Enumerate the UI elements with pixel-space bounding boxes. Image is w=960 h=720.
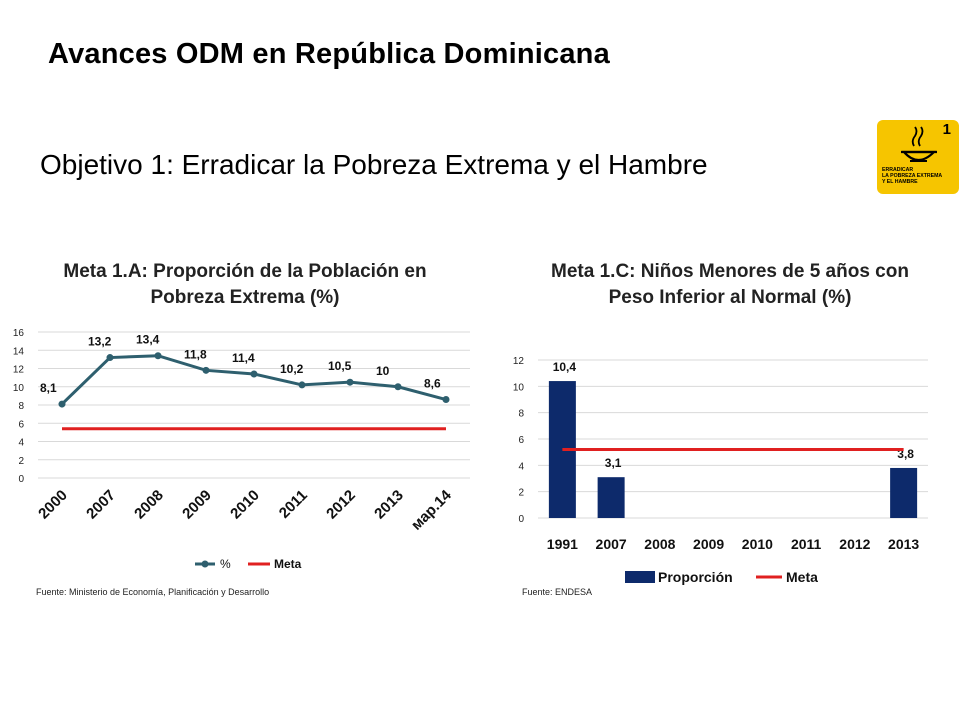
x-tick-label: 2008 <box>644 536 675 552</box>
x-tick-label: 2009 <box>179 487 215 523</box>
legend-marker-pct <box>201 560 209 568</box>
x-tick-label: 2009 <box>693 536 724 552</box>
y-tick-label: 8 <box>18 401 24 412</box>
y-tick-label: 2 <box>18 456 24 467</box>
legend-label-meta: Meta <box>786 569 818 585</box>
page-title: Avances ODM en República Dominicana <box>48 38 610 70</box>
data-label: 10,4 <box>553 360 577 374</box>
y-tick-label: 14 <box>13 346 25 357</box>
y-tick-label: 10 <box>13 383 25 394</box>
data-point <box>58 400 66 408</box>
odm-goal-1-logo: 1 ERRADICAR LA POBREZA EXTREMA Y EL HAMB… <box>877 120 959 194</box>
logo-number: 1 <box>942 121 951 138</box>
data-point <box>106 354 114 362</box>
data-point <box>298 381 306 389</box>
x-tick-label: мар.14 <box>408 486 455 533</box>
bar <box>890 467 918 518</box>
data-point <box>442 396 450 404</box>
x-tick-label: 2013 <box>371 487 407 523</box>
x-tick-label: 2010 <box>742 536 773 552</box>
legend-swatch-proporcion <box>625 571 655 583</box>
y-tick-label: 0 <box>18 474 24 485</box>
data-label: 11,8 <box>184 347 207 361</box>
y-tick-label: 6 <box>518 435 524 446</box>
y-tick-label: 6 <box>18 419 24 430</box>
x-tick-label: 2011 <box>791 536 822 552</box>
data-label: 13,2 <box>88 335 112 349</box>
data-label: 11,4 <box>232 351 255 365</box>
data-label: 3,1 <box>605 456 622 470</box>
y-tick-label: 4 <box>18 438 24 449</box>
y-tick-label: 8 <box>518 409 524 420</box>
bar <box>597 477 625 518</box>
x-tick-label: 2007 <box>83 487 119 523</box>
chart-1-source: Fuente: Ministerio de Economía, Planific… <box>36 587 270 597</box>
data-label: 10,5 <box>328 359 352 373</box>
data-label: 13,4 <box>136 333 160 347</box>
data-point <box>250 370 258 378</box>
x-tick-label: 2008 <box>131 487 167 523</box>
legend-label-meta: Meta <box>274 557 302 571</box>
y-tick-label: 10 <box>513 382 525 393</box>
x-tick-label: 2011 <box>276 487 311 522</box>
x-tick-label: 2012 <box>839 536 870 552</box>
chart-1-title: Meta 1.A: Proporción de la Población en … <box>63 261 427 308</box>
x-tick-label: 2000 <box>35 487 71 523</box>
data-point <box>154 352 162 360</box>
y-tick-label: 16 <box>13 328 25 339</box>
x-tick-label: 1991 <box>547 536 578 552</box>
data-label: 10,2 <box>280 362 304 376</box>
data-point <box>346 378 354 386</box>
data-label: 8,1 <box>40 381 57 395</box>
y-tick-label: 4 <box>518 461 524 472</box>
legend-label-pct: % <box>220 557 231 571</box>
y-tick-label: 12 <box>13 365 25 376</box>
data-label: 10 <box>376 364 390 378</box>
data-point <box>394 383 402 391</box>
x-tick-label: 2007 <box>596 536 627 552</box>
data-label: 8,6 <box>424 377 441 391</box>
page-subtitle: Objetivo 1: Erradicar la Pobreza Extrema… <box>40 149 708 180</box>
bowl-icon <box>901 126 937 162</box>
chart-1-line-chart: 0 2 4 6 8 10 12 14 16 8,1 13,2 13,4 11,8 11,4 10,2 10,5… <box>13 328 470 571</box>
chart-2-title: Meta 1.C: Niños Menores de 5 años con Pe… <box>551 261 909 308</box>
y-tick-label: 12 <box>513 356 525 367</box>
x-tick-label: 2012 <box>323 487 359 523</box>
y-tick-label: 0 <box>518 514 524 525</box>
x-tick-label: 2010 <box>227 487 263 523</box>
chart-2-source: Fuente: ENDESA <box>522 587 593 597</box>
logo-text: ERRADICAR LA POBREZA EXTREMA Y EL HAMBRE <box>882 167 943 185</box>
y-tick-label: 2 <box>518 488 524 499</box>
x-tick-label: 2013 <box>888 536 919 552</box>
legend-label-proporcion: Proporción <box>658 569 733 585</box>
data-point <box>202 366 210 374</box>
